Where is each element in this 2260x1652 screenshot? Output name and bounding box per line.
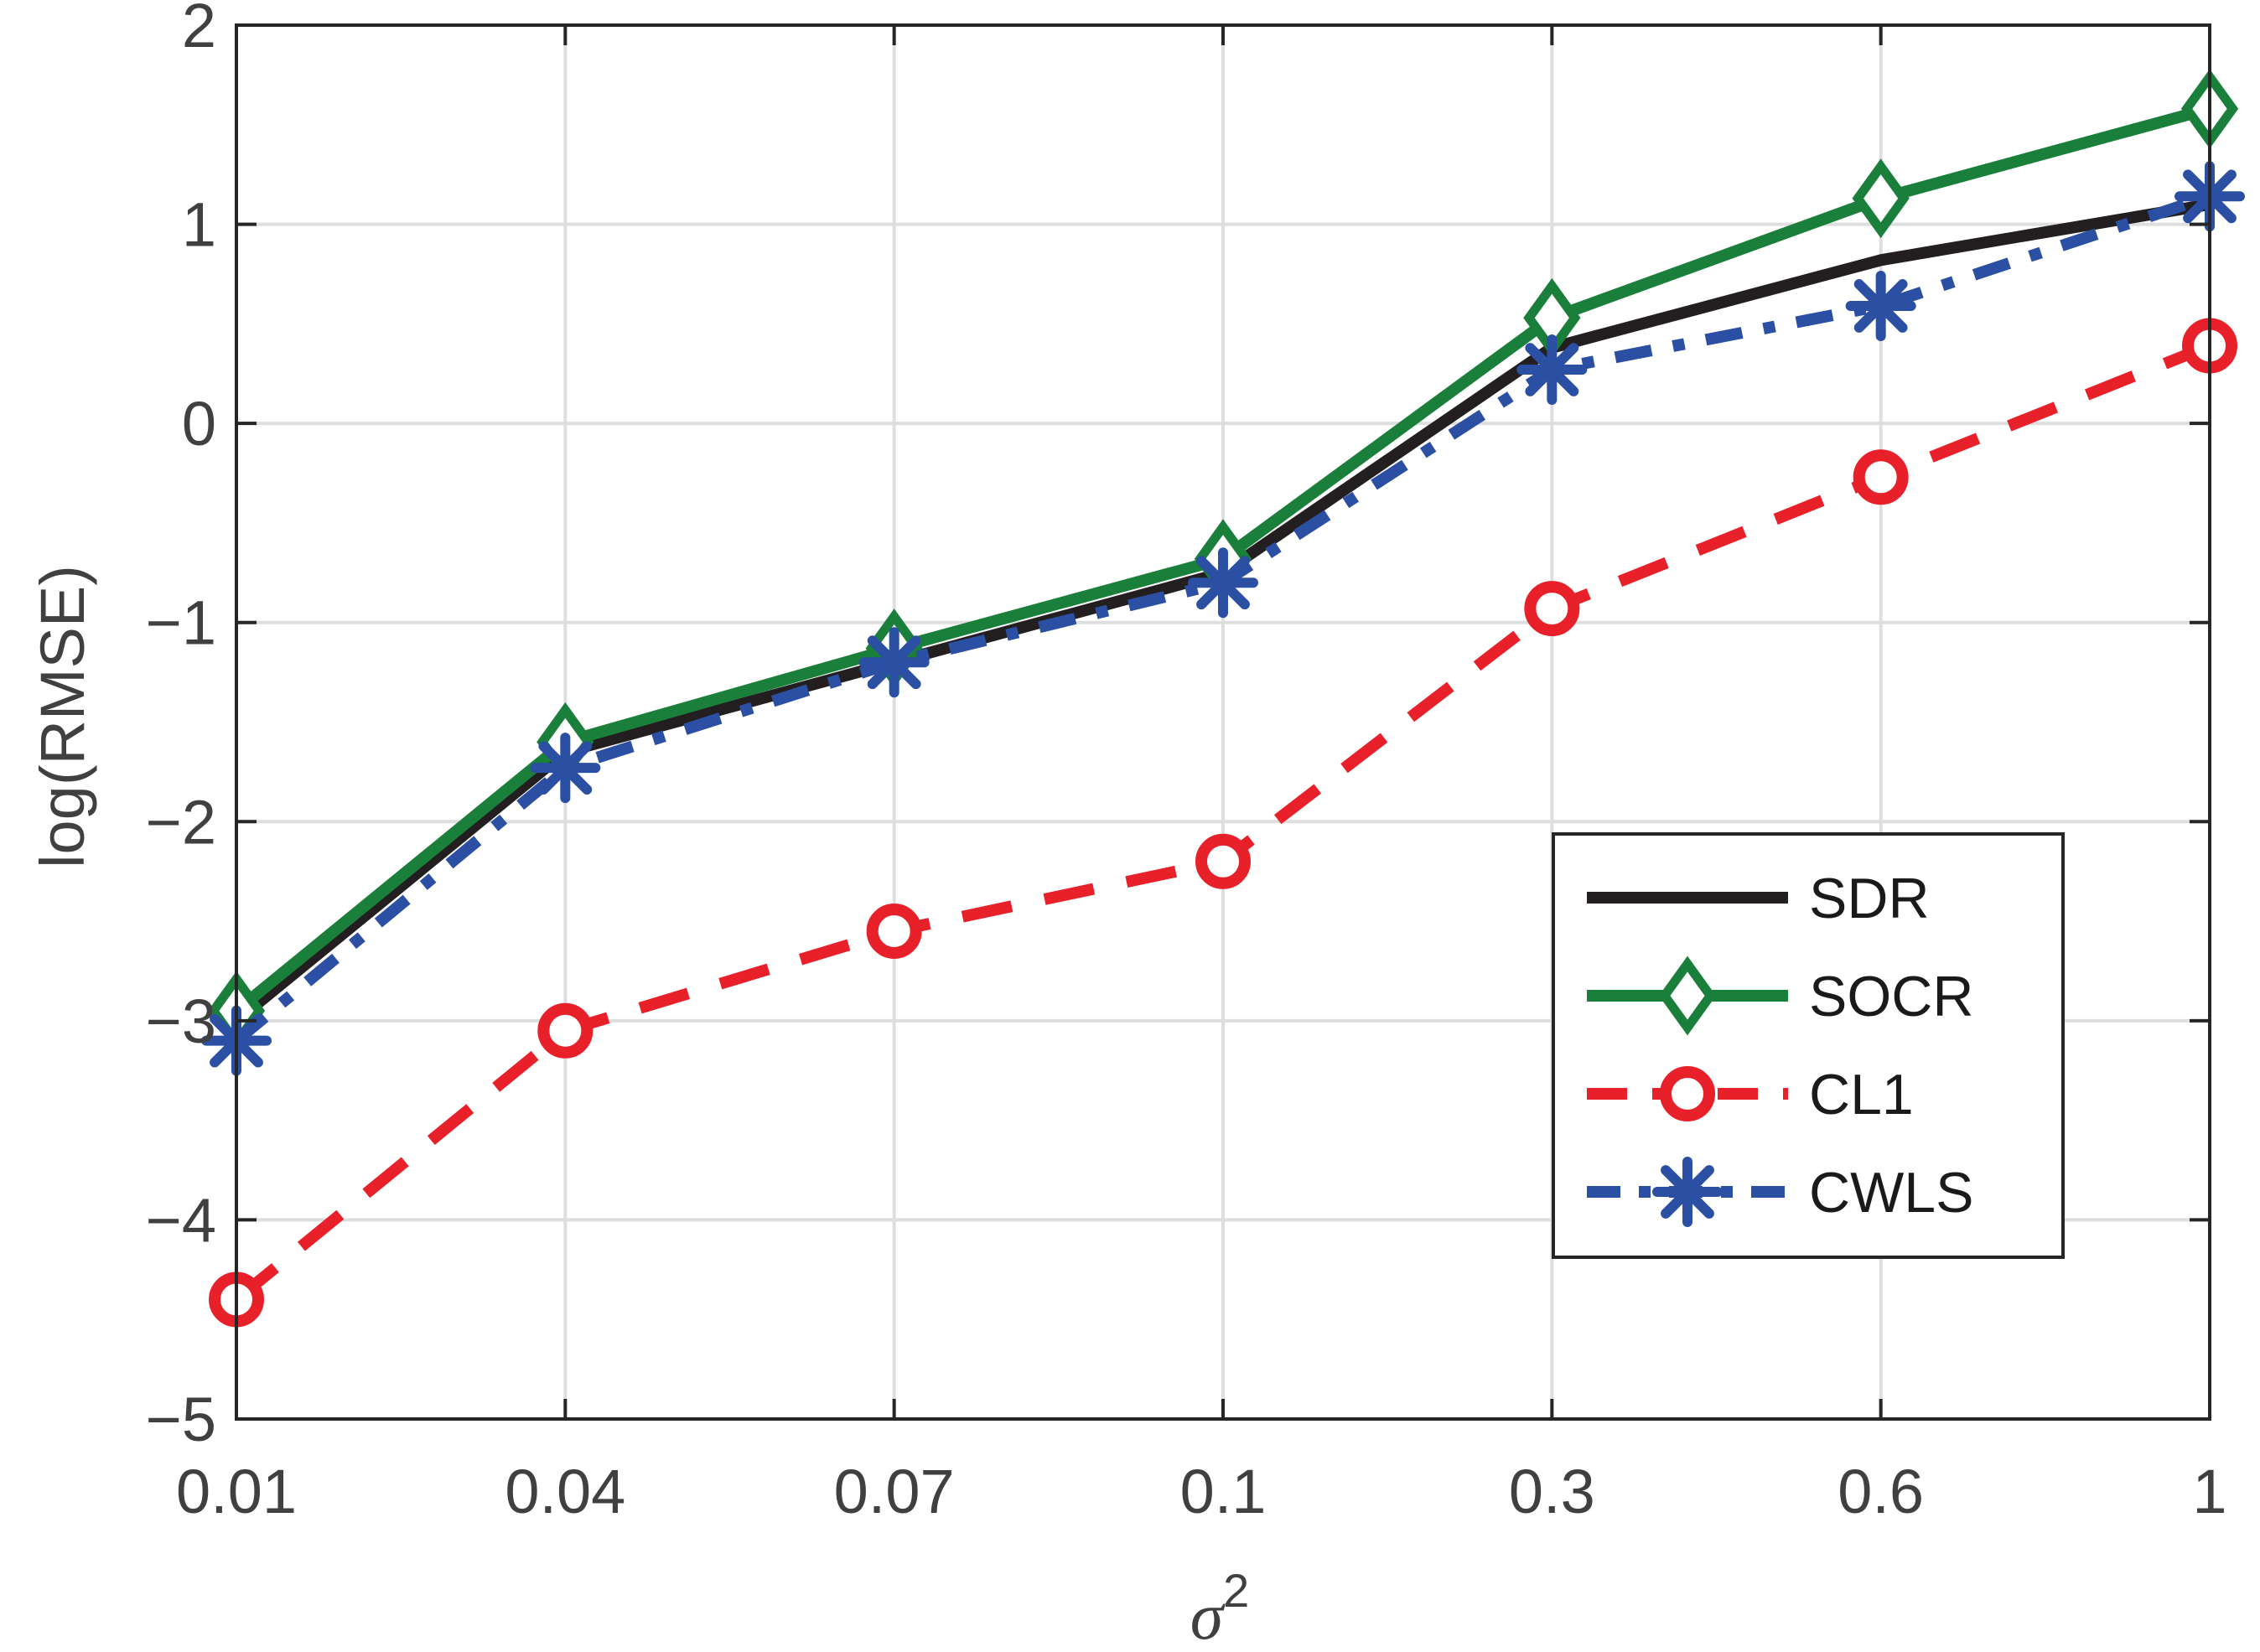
x-tick-label: 0.07	[834, 1457, 955, 1526]
legend-marker-socr	[1658, 955, 1717, 1036]
y-axis-label: log(RMSE)	[28, 565, 97, 868]
asterisk-stroke	[1525, 343, 1579, 396]
x-tick-label: 0.6	[1838, 1457, 1924, 1526]
legend-marker-cwls	[1652, 1157, 1723, 1227]
data-point-cl1	[1853, 449, 1909, 505]
x-tick-label: 0.04	[505, 1457, 625, 1526]
legend-label-sdr: SDR	[1809, 867, 1930, 930]
asterisk-stroke	[1853, 279, 1908, 333]
axes	[235, 23, 2211, 1421]
x-tick-label: 1	[2192, 1457, 2226, 1526]
legend-label-socr: SOCR	[1809, 965, 1973, 1028]
y-tick-label: 1	[182, 190, 216, 260]
data-point-cl1	[537, 1002, 594, 1059]
data-point-cwls	[1188, 547, 1258, 619]
y-tick-label: −1	[146, 588, 216, 658]
series-lines	[201, 69, 2245, 1328]
data-point-cl1	[866, 903, 922, 959]
asterisk-stroke	[1661, 1165, 1714, 1219]
x-tick-label: 0.01	[176, 1457, 297, 1526]
x-axis-label-superscript: 2	[1223, 1564, 1249, 1617]
y-tick-label: −4	[146, 1185, 216, 1255]
x-tick-label: 0.3	[1509, 1457, 1595, 1526]
asterisk-stroke	[538, 741, 593, 795]
y-tick-label: −5	[146, 1385, 216, 1454]
data-point-socr	[1852, 158, 1910, 239]
legend-items: SDR SOCR CL1 CWLS	[1587, 867, 1973, 1227]
data-point-cl1	[1195, 833, 1251, 889]
x-axis-label: σ2	[1190, 1564, 1250, 1652]
data-point-cwls	[858, 627, 930, 698]
legend-label-cl1: CL1	[1809, 1063, 1914, 1126]
legend-marker-cl1	[1660, 1066, 1715, 1121]
legend: SDR SOCR CL1 CWLS	[1552, 832, 2065, 1259]
data-point-cwls	[1516, 334, 1588, 405]
y-tick-label: 0	[182, 389, 216, 458]
y-tick-label: −3	[146, 987, 216, 1056]
y-tick-label: −2	[146, 787, 216, 857]
data-point-cwls	[1845, 270, 1916, 341]
x-axis-label-symbol: σ	[1190, 1580, 1226, 1652]
y-tick-label: 2	[182, 0, 216, 60]
tick-labels: 0.01 0.04 0.07 0.1 0.3 0.6 1 −5 −4 −3 −2 −1 0 1 2	[146, 0, 2227, 1526]
asterisk-stroke	[867, 635, 921, 690]
data-point-cwls	[530, 733, 601, 804]
legend-box	[1552, 832, 2065, 1259]
asterisk-stroke	[1196, 556, 1250, 610]
legend-label-cwls: CWLS	[1809, 1161, 1973, 1225]
data-point-cl1	[1524, 581, 1580, 637]
x-tick-label: 0.1	[1180, 1457, 1267, 1526]
